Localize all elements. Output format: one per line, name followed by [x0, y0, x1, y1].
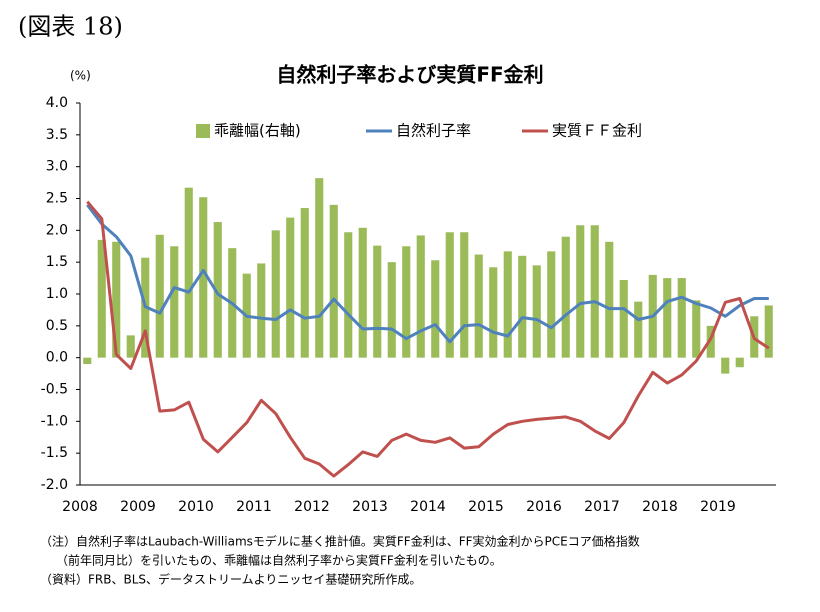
bar: [706, 325, 715, 358]
bar: [257, 263, 266, 358]
y-tick-label: 4.0: [46, 95, 68, 111]
bar: [634, 301, 643, 358]
bar: [590, 225, 599, 358]
bar: [271, 230, 280, 358]
y-tick-label: -1.5: [41, 445, 68, 461]
bar: [460, 232, 469, 358]
bar: [474, 254, 483, 358]
bar: [518, 255, 527, 358]
bar: [735, 357, 744, 368]
line: [86, 203, 769, 344]
x-tick-label: 2017: [584, 499, 620, 515]
bar: [315, 178, 324, 358]
bar: [155, 234, 164, 358]
bar: [663, 278, 672, 358]
bar: [83, 357, 92, 365]
y-tick-label: -1.0: [41, 413, 68, 429]
y-tick-label: 0.0: [46, 350, 68, 366]
bar: [184, 187, 193, 358]
bar: [199, 197, 208, 358]
bar: [721, 357, 730, 374]
bar: [431, 260, 440, 358]
y-unit: (%): [70, 69, 91, 83]
bar: [126, 335, 135, 358]
bar: [358, 227, 367, 358]
x-tick-label: 2012: [294, 499, 330, 515]
bar: [532, 265, 541, 358]
x-tick-label: 2009: [120, 499, 156, 515]
x-tick-label: 2015: [468, 499, 504, 515]
bar: [170, 246, 179, 358]
bar: [300, 208, 309, 358]
line: [86, 200, 770, 478]
y-tick-label: 2.0: [46, 222, 68, 238]
legend-swatch: [196, 124, 210, 138]
figure-label: (図表 18): [18, 13, 123, 41]
note: （注）自然利子率はLaubach-Williamsモデルに基く推計値。実質FF金…: [40, 534, 640, 549]
x-tick-label: 2008: [62, 499, 98, 515]
legend-label: 自然利子率: [396, 122, 471, 140]
x-tick-label: 2013: [352, 499, 388, 515]
bar: [344, 232, 353, 358]
y-tick-label: 0.5: [46, 318, 68, 334]
y-tick-label: 2.5: [46, 191, 68, 207]
bar: [329, 204, 338, 358]
bar: [561, 236, 570, 358]
bar: [764, 305, 773, 358]
x-tick-label: 2010: [178, 499, 214, 515]
x-tick-label: 2016: [526, 499, 562, 515]
note: （前年同月比）を引いたもの、乖離幅は自然利子率から実質FF金利を引いたもの。: [56, 553, 502, 568]
y-tick-label: 3.5: [46, 127, 68, 143]
bar: [402, 246, 411, 358]
bar: [677, 278, 686, 358]
bar: [112, 241, 121, 358]
bar: [605, 241, 614, 358]
x-tick-label: 2019: [700, 499, 736, 515]
bar: [692, 300, 701, 358]
x-tick-label: 2018: [642, 499, 678, 515]
bar: [503, 251, 512, 358]
chart-title: 自然利子率および実質FF金利: [276, 63, 543, 87]
bar: [619, 279, 628, 358]
bar: [213, 222, 222, 358]
bar: [373, 245, 382, 358]
legend-label: 実質ＦＦ金利: [552, 122, 642, 140]
bar: [416, 235, 425, 358]
y-tick-label: 3.0: [46, 159, 68, 175]
note: （資料）FRB、BLS、データストリームよりニッセイ基礎研究所作成。: [40, 572, 421, 587]
y-tick-label: 1.0: [46, 286, 68, 302]
bar: [576, 225, 585, 358]
x-tick-label: 2014: [410, 499, 446, 515]
bar: [489, 267, 498, 358]
x-tick-label: 2011: [236, 499, 272, 515]
bar: [547, 251, 556, 358]
y-tick-label: -2.0: [41, 477, 68, 493]
legend-label: 乖離幅(右軸): [214, 122, 301, 140]
bar: [97, 239, 106, 358]
bar: [286, 217, 295, 358]
y-tick-label: 1.5: [46, 254, 68, 270]
bar: [387, 262, 396, 358]
y-tick-label: -0.5: [41, 382, 68, 398]
bar: [445, 232, 454, 358]
